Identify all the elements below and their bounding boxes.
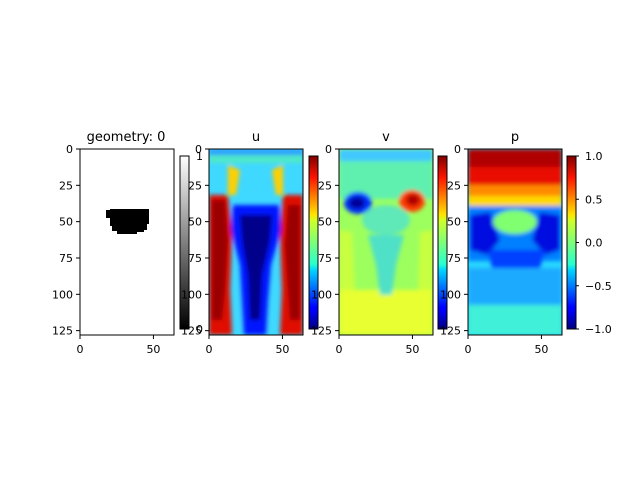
y-tick-label: 0 bbox=[325, 143, 332, 156]
p-colorbar-tick-label: 0.0 bbox=[585, 237, 603, 250]
y-tick-label: 0 bbox=[66, 143, 73, 156]
x-tick-label: 50 bbox=[275, 343, 289, 356]
y-tick-label: 50 bbox=[59, 216, 73, 229]
y-tick-label: 75 bbox=[318, 252, 332, 265]
p-colorbar-tick-label: −1.0 bbox=[585, 323, 612, 336]
y-tick-label: 25 bbox=[188, 179, 202, 192]
p-colorbar-ticks: 1.0 0.5 0.0 −0.5 −1.0 bbox=[576, 150, 612, 336]
geometry-colorbar bbox=[179, 155, 190, 330]
p-colorbar-tick-label: 0.5 bbox=[585, 193, 603, 206]
y-tick-label: 100 bbox=[311, 288, 332, 301]
geometry-colorbar-ticks: 1 0 bbox=[196, 150, 203, 336]
y-tick-label: 25 bbox=[59, 179, 73, 192]
p-y-axis: 0 25 50 75 100 125 bbox=[440, 143, 468, 338]
x-tick-label: 50 bbox=[534, 343, 548, 356]
y-tick-label: 25 bbox=[318, 179, 332, 192]
y-tick-label: 50 bbox=[188, 216, 202, 229]
v-colorbar bbox=[437, 155, 448, 330]
y-tick-label: 0 bbox=[195, 143, 202, 156]
y-tick-label: 75 bbox=[447, 252, 461, 265]
panel-p: p 0 25 50 75 100 125 0 50 1.0 0.5 0.0 −0.5 −1.0 bbox=[440, 130, 612, 356]
y-tick-label: 100 bbox=[181, 288, 202, 301]
x-tick-label: 50 bbox=[405, 343, 419, 356]
v-heatmap bbox=[339, 149, 433, 335]
geometry-y-axis: 0 25 50 75 100 125 bbox=[52, 143, 80, 338]
x-tick-label: 0 bbox=[77, 343, 84, 356]
geometry-x-axis: 0 50 bbox=[77, 335, 160, 356]
u-y-axis: 0 25 50 75 100 125 bbox=[181, 143, 209, 338]
geometry-colorbar-tick-min: 0 bbox=[196, 323, 203, 336]
geometry-obstacle bbox=[106, 209, 149, 234]
geometry-background bbox=[80, 149, 174, 335]
panel-title-p: p bbox=[511, 130, 519, 145]
y-tick-label: 125 bbox=[311, 325, 332, 338]
p-x-axis: 0 50 bbox=[465, 335, 548, 356]
y-tick-label: 50 bbox=[318, 216, 332, 229]
y-tick-label: 0 bbox=[454, 143, 461, 156]
p-colorbar-tick-label: −0.5 bbox=[585, 280, 612, 293]
y-tick-label: 125 bbox=[440, 325, 461, 338]
v-axes-frame bbox=[338, 148, 434, 336]
x-tick-label: 50 bbox=[146, 343, 160, 356]
geometry-colorbar-tick-max: 1 bbox=[196, 150, 203, 163]
panel-title-u: u bbox=[252, 130, 260, 145]
y-tick-label: 100 bbox=[52, 288, 73, 301]
u-colorbar bbox=[308, 155, 319, 330]
y-tick-label: 125 bbox=[181, 325, 202, 338]
p-heatmap bbox=[468, 149, 562, 335]
panel-title-v: v bbox=[382, 130, 390, 145]
y-tick-label: 25 bbox=[447, 179, 461, 192]
p-colorbar-tick-label: 1.0 bbox=[585, 150, 603, 163]
x-tick-label: 0 bbox=[206, 343, 213, 356]
y-tick-label: 75 bbox=[59, 252, 73, 265]
panel-v: v 0 25 50 75 100 125 0 50 bbox=[311, 130, 448, 356]
y-tick-label: 100 bbox=[440, 288, 461, 301]
panel-title-geometry: geometry: 0 bbox=[87, 130, 166, 145]
v-x-axis: 0 50 bbox=[336, 335, 419, 356]
x-tick-label: 0 bbox=[465, 343, 472, 356]
u-axes-frame bbox=[208, 148, 304, 336]
u-x-axis: 0 50 bbox=[206, 335, 289, 356]
panel-u: u 0 25 50 75 100 125 0 50 bbox=[181, 130, 319, 356]
y-tick-label: 50 bbox=[447, 216, 461, 229]
v-y-axis: 0 25 50 75 100 125 bbox=[311, 143, 339, 338]
y-tick-label: 75 bbox=[188, 252, 202, 265]
geometry-axes-frame bbox=[79, 148, 175, 336]
u-heatmap bbox=[209, 149, 303, 335]
p-axes-frame bbox=[467, 148, 563, 336]
x-tick-label: 0 bbox=[336, 343, 343, 356]
p-colorbar bbox=[566, 155, 577, 330]
y-tick-label: 125 bbox=[52, 325, 73, 338]
